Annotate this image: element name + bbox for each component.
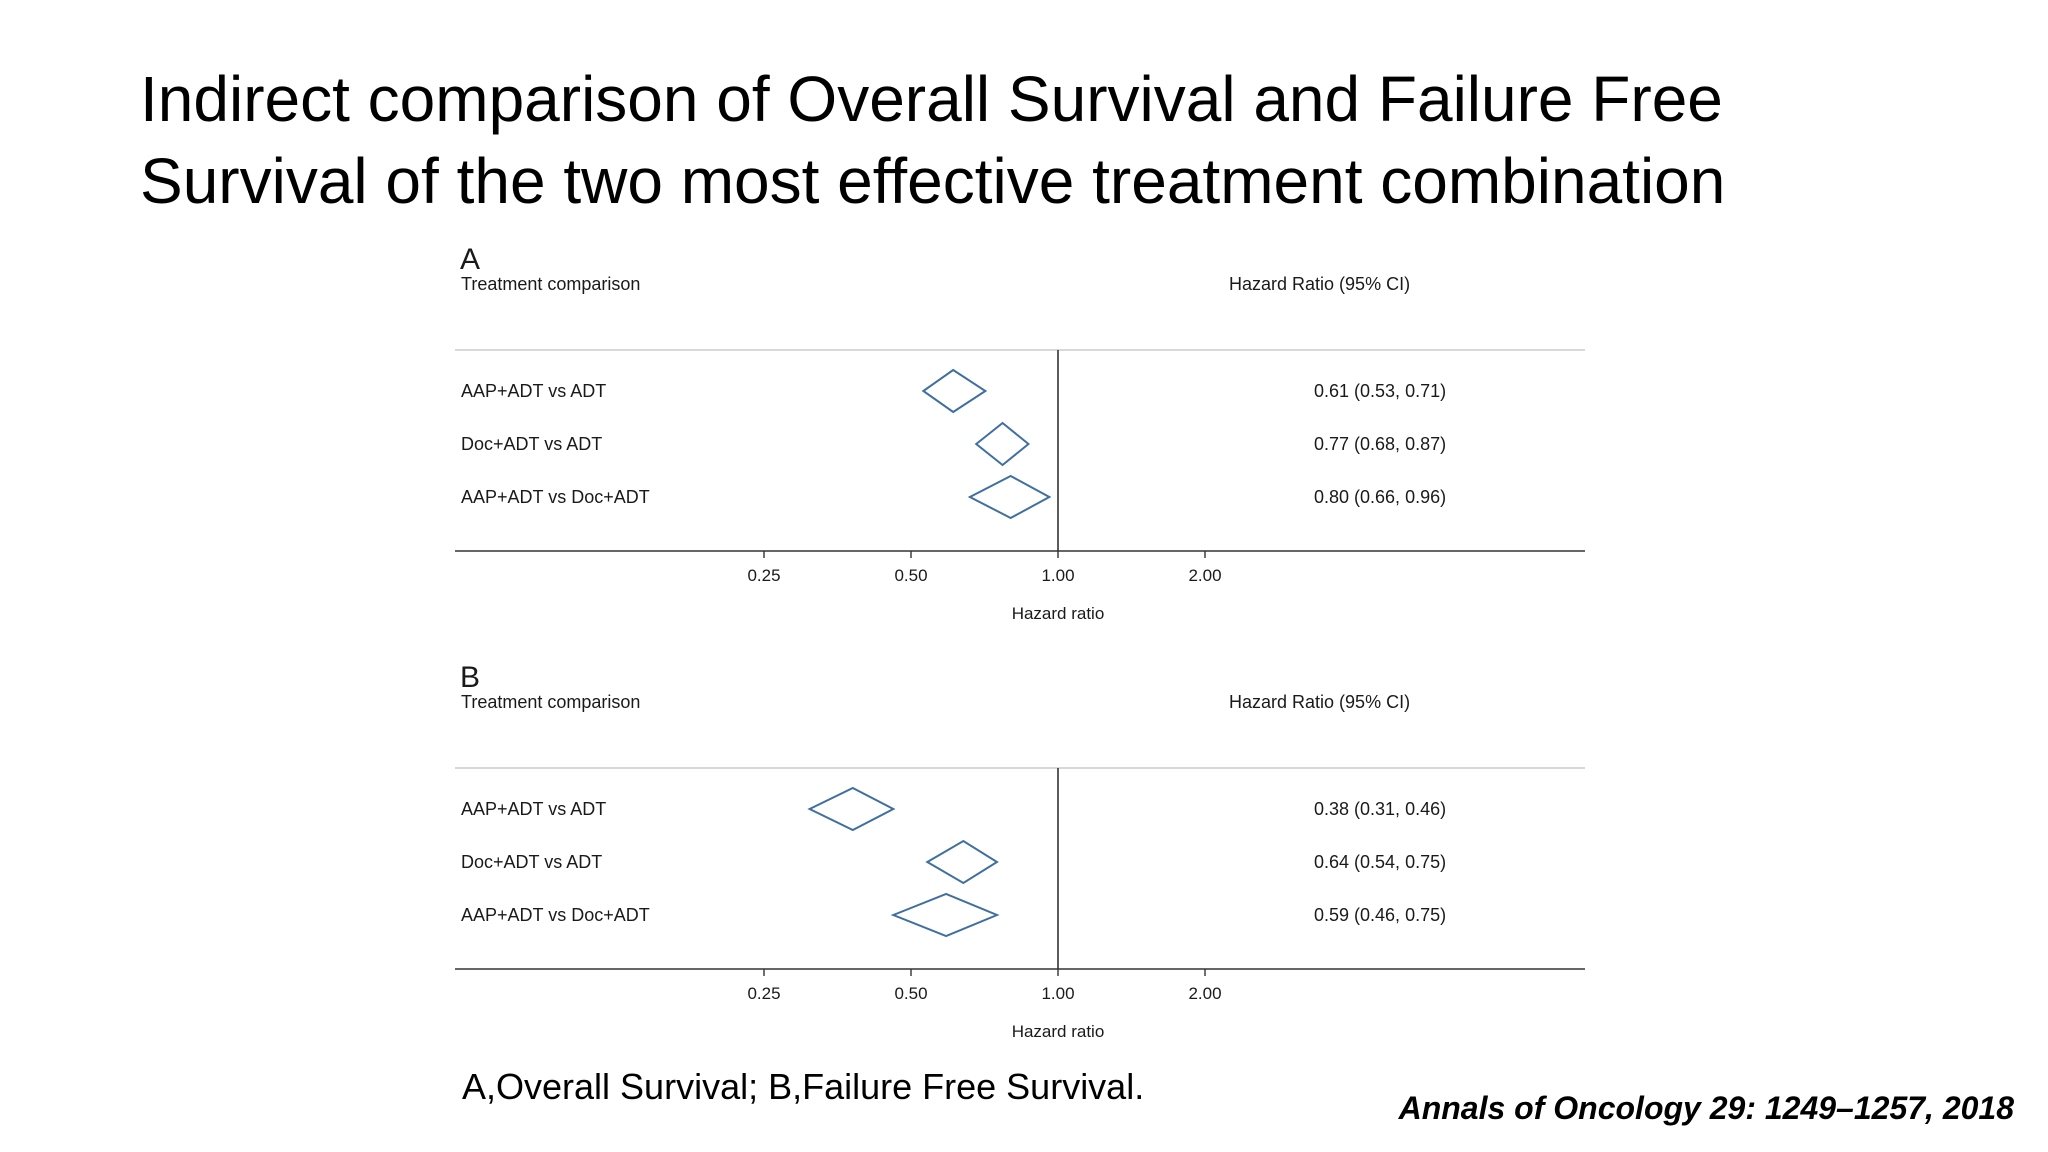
panel-a-estimate-diamond-1 [921, 368, 988, 414]
panel-a-row-label-2: Doc+ADT vs ADT [461, 434, 602, 454]
panel-b-tick-label-2: 0.50 [894, 984, 927, 1003]
figure-caption: A,Overall Survival; B,Failure Free Survi… [462, 1066, 1145, 1107]
panel-b-estimate-diamond-3 [890, 892, 1000, 938]
panel-a-tick-label-2: 0.50 [894, 566, 927, 585]
panel-a-tick-label-3: 1.00 [1041, 566, 1074, 585]
panel-b-header-hazard-ratio: Hazard Ratio (95% CI) [1229, 692, 1410, 712]
panel-b-x-axis-label: Hazard ratio [1012, 1022, 1105, 1041]
panel-b-row-label-1: AAP+ADT vs ADT [461, 799, 606, 819]
panel-a-row-label-3: AAP+ADT vs Doc+ADT [461, 487, 650, 507]
panel-a-ci-label-1: 0.61 (0.53, 0.71) [1314, 381, 1446, 401]
panel-b-tick-label-3: 1.00 [1041, 984, 1074, 1003]
panel-b-ci-label-1: 0.38 (0.31, 0.46) [1314, 799, 1446, 819]
panel-b-ci-label-2: 0.64 (0.54, 0.75) [1314, 852, 1446, 872]
panel-a-header-comparison: Treatment comparison [461, 274, 640, 294]
panel-b-row-label-2: Doc+ADT vs ADT [461, 852, 602, 872]
panel-a-ci-label-2: 0.77 (0.68, 0.87) [1314, 434, 1446, 454]
panel-b-header-comparison: Treatment comparison [461, 692, 640, 712]
slide-title-line-2: Survival of the two most effective treat… [140, 145, 1726, 217]
panel-b-letter: B [460, 661, 480, 694]
panel-a-estimate-diamond-3 [967, 474, 1052, 520]
panel-b-tick-label-1: 0.25 [747, 984, 780, 1003]
panel-a-row-label-1: AAP+ADT vs ADT [461, 381, 606, 401]
panel-a-tick-label-1: 0.25 [747, 566, 780, 585]
panel-a-tick-label-4: 2.00 [1188, 566, 1221, 585]
panel-a-letter: A [460, 243, 480, 276]
panel-a-header-hazard-ratio: Hazard Ratio (95% CI) [1229, 274, 1410, 294]
citation: Annals of Oncology 29: 1249–1257, 2018 [1398, 1090, 2014, 1126]
panel-a-ci-label-3: 0.80 (0.66, 0.96) [1314, 487, 1446, 507]
panel-a-estimate-diamond-2 [974, 421, 1031, 467]
panel-b-estimate-diamond-1 [807, 786, 896, 832]
slide-title-line-1: Indirect comparison of Overall Survival … [140, 63, 1723, 135]
panel-b-row-label-3: AAP+ADT vs Doc+ADT [461, 905, 650, 925]
panel-b-tick-label-4: 2.00 [1188, 984, 1221, 1003]
panel-b-estimate-diamond-2 [925, 839, 999, 885]
panel-a-x-axis-label: Hazard ratio [1012, 604, 1105, 623]
panel-b-ci-label-3: 0.59 (0.46, 0.75) [1314, 905, 1446, 925]
slide-title: Indirect comparison of Overall Survival … [140, 58, 1940, 222]
